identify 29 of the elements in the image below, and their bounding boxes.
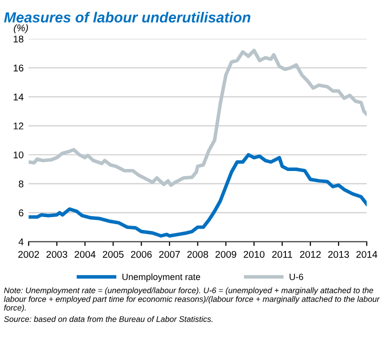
x-tick-label: 2007 <box>159 250 180 258</box>
x-tick-label: 2006 <box>131 250 152 258</box>
x-tick-label: 2014 <box>356 250 378 258</box>
y-tick-label: 4 <box>18 238 24 246</box>
x-tick-label: 2003 <box>46 250 68 258</box>
line-series <box>28 153 367 238</box>
x-tick-label: 2012 <box>300 250 321 258</box>
y-tick-label: 6 <box>18 209 24 216</box>
x-tick-label: 2008 <box>187 250 208 258</box>
y-tick-label: 10 <box>14 151 24 158</box>
y-tick-label: 16 <box>14 64 24 72</box>
x-tick-label: 2010 <box>244 250 264 258</box>
x-tick-label: 2009 <box>216 250 236 258</box>
legend-label: U-6 <box>290 274 304 280</box>
y-axis-title: (%) <box>14 24 28 34</box>
y-tick-label: 8 <box>18 180 24 188</box>
x-tick-label: 2011 <box>272 250 292 258</box>
x-tick-label: 2002 <box>18 250 39 258</box>
x-tick-label: 2005 <box>102 250 124 258</box>
x-tick-label: 2013 <box>328 250 349 258</box>
chart-title: Measures of labour underutilisation <box>4 12 250 23</box>
y-tick-label: 12 <box>14 122 24 130</box>
source-note: Source: based on data from the Bureau of Labor Statistics. <box>4 316 212 322</box>
x-tick-label: 2004 <box>74 250 96 258</box>
y-tick-label: 18 <box>14 36 24 42</box>
legend-label: Unemployment rate <box>122 273 200 282</box>
text: Note: Unemployment rate = (unemployed/labour force). U-6 = (unemployed + marginally attached to the labour force + employed part time for economic reasons)/(labour force + marginally attached to the labour force). <box>4 287 380 312</box>
line-series <box>28 48 367 187</box>
y-tick-label: 14 <box>14 94 24 100</box>
